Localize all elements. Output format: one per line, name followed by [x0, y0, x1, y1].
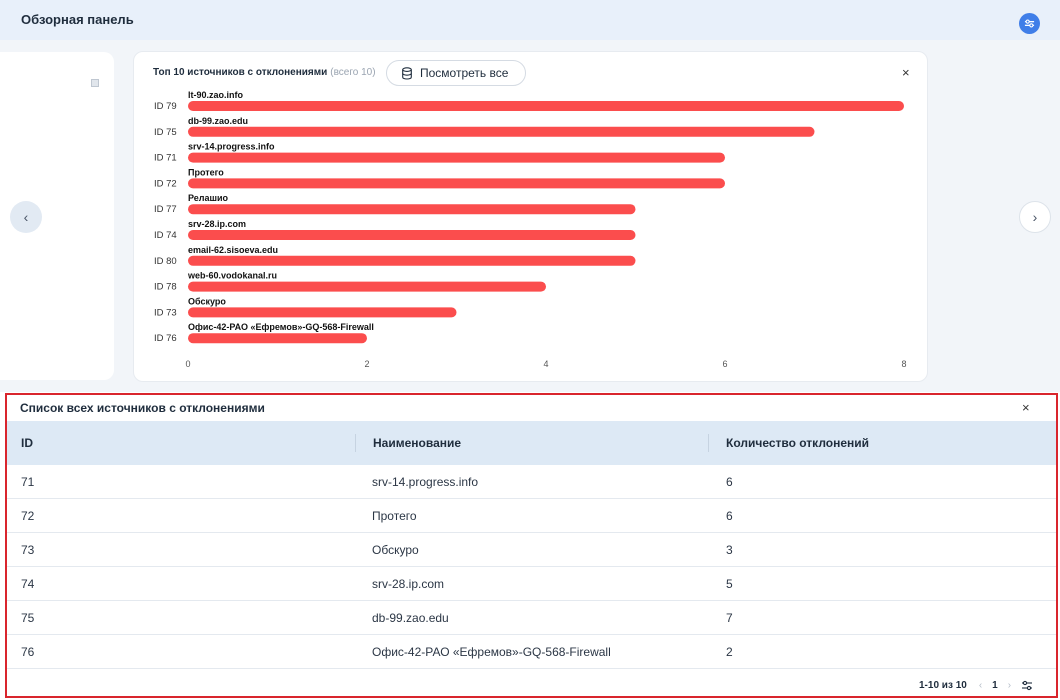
cell-name: srv-28.ip.com — [372, 576, 445, 591]
cell-name: Офис-42-РАО «Ефремов»-GQ-568-Firewall — [372, 644, 611, 659]
category-label: ID 75 — [154, 127, 177, 138]
cell-name: srv-14.progress.info — [372, 474, 479, 489]
category-label: ID 77 — [154, 204, 177, 215]
bar-label: Протего — [188, 167, 224, 177]
cell-count: 2 — [726, 644, 733, 659]
x-tick-label: 4 — [543, 359, 548, 369]
bar — [188, 101, 904, 111]
table-row[interactable]: 74 srv-28.ip.com 5 — [7, 567, 1056, 601]
bar-label: Релашио — [188, 193, 229, 203]
sliders-icon — [1024, 19, 1035, 28]
table-row[interactable]: 73 Обскуро 3 — [7, 533, 1056, 567]
cell-name: db-99.zao.edu — [372, 610, 449, 625]
top-sources-chart-card: ID 79 lt-90.zao.info ID 75 db-99.zao.edu ID … — [133, 51, 928, 382]
bar-label: web-60.vodokanal.ru — [187, 271, 277, 281]
bar-label: lt-90.zao.info — [188, 90, 244, 100]
cell-id: 75 — [21, 610, 35, 625]
column-header-id[interactable]: ID — [21, 436, 33, 450]
category-label: ID 72 — [154, 178, 177, 189]
sliders-icon — [1022, 680, 1033, 690]
deviation-sources-list-panel: Список всех источников с отклонениями × … — [5, 393, 1058, 698]
list-close-button[interactable]: × — [1022, 400, 1030, 415]
category-label: ID 79 — [154, 101, 177, 112]
bar — [188, 230, 636, 240]
chevron-right-icon: › — [1032, 209, 1038, 225]
pagination-next-button[interactable]: › — [1007, 679, 1012, 691]
cell-id: 74 — [21, 576, 35, 591]
bar-label: srv-14.progress.info — [188, 142, 275, 152]
bar — [188, 178, 725, 189]
x-tick-label: 8 — [901, 359, 906, 369]
pagination-prev-button[interactable]: ‹ — [978, 679, 983, 691]
category-label: ID 74 — [154, 230, 177, 241]
cell-name: Обскуро — [372, 542, 419, 557]
bar — [188, 255, 636, 266]
bar — [188, 126, 815, 137]
table-settings-button[interactable] — [1021, 680, 1033, 691]
cell-id: 71 — [21, 474, 35, 489]
cell-id: 72 — [21, 508, 35, 523]
bar — [188, 307, 457, 318]
database-icon — [401, 66, 413, 80]
carousel-prev-button[interactable]: ‹ — [10, 201, 42, 233]
cell-count: 5 — [726, 576, 733, 591]
bar — [188, 333, 367, 344]
view-all-label: Посмотреть все — [420, 66, 509, 80]
top-bar: Обзорная панель — [0, 0, 1060, 40]
widget-placeholder-icon — [91, 79, 99, 87]
bar — [188, 204, 636, 215]
widget-carousel: ‹ › ID 79 lt-90.zao.info ID 75 db-99.zao.ed… — [0, 40, 1060, 392]
x-tick-label: 6 — [722, 359, 727, 369]
chart-title: Топ 10 источников с отклонениями — [153, 67, 328, 78]
bar-label: email-62.sisoeva.edu — [188, 245, 278, 255]
category-label: ID 78 — [154, 282, 177, 293]
carousel-next-button[interactable]: › — [1019, 201, 1051, 233]
table-row[interactable]: 76 Офис-42-РАО «Ефремов»-GQ-568-Firewall… — [7, 635, 1056, 669]
table-row[interactable]: 72 Протего 6 — [7, 499, 1056, 533]
table-row[interactable]: 71 srv-14.progress.info 6 — [7, 465, 1056, 499]
pagination-page-number[interactable]: 1 — [992, 679, 998, 691]
sources-table: ID Наименование Количество отклонений 71… — [7, 421, 1056, 669]
bar-label: db-99.zao.edu — [188, 116, 248, 126]
cell-count: 6 — [726, 508, 733, 523]
dashboard-settings-button[interactable] — [1019, 13, 1040, 34]
table-header: ID Наименование Количество отклонений — [7, 421, 1056, 465]
bar — [188, 152, 725, 163]
cell-count: 3 — [726, 542, 733, 557]
chart-total-count: (всего 10) — [330, 67, 376, 78]
chevron-left-icon: ‹ — [23, 209, 29, 225]
pagination-range: 1-10 из 10 — [919, 679, 967, 691]
cell-id: 73 — [21, 542, 35, 557]
category-label: ID 76 — [154, 333, 177, 344]
page-title: Обзорная панель — [21, 12, 134, 27]
bar-label: Обскуро — [188, 296, 226, 306]
chart-card-title: Топ 10 источников с отклонениями (всего 1… — [153, 67, 376, 78]
cell-count: 7 — [726, 610, 733, 625]
x-tick-label: 2 — [364, 359, 369, 369]
cell-id: 76 — [21, 644, 35, 659]
pagination: 1-10 из 10 ‹ 1 › — [887, 676, 1047, 694]
x-tick-label: 0 — [185, 359, 190, 369]
column-header-count[interactable]: Количество отклонений — [708, 421, 1056, 465]
bar — [188, 281, 546, 292]
cell-name: Протего — [372, 508, 417, 523]
bar-label: Офис-42-РАО «Ефремов»-GQ-568-Firewall — [188, 322, 374, 332]
category-label: ID 80 — [154, 256, 177, 267]
chart-close-button[interactable]: × — [902, 65, 910, 80]
view-all-button[interactable]: Посмотреть все — [386, 60, 526, 86]
column-header-name[interactable]: Наименование — [355, 421, 708, 465]
cell-count: 6 — [726, 474, 733, 489]
table-row[interactable]: 75 db-99.zao.edu 7 — [7, 601, 1056, 635]
category-label: ID 71 — [154, 153, 177, 164]
category-label: ID 73 — [154, 307, 177, 318]
bar-label: srv-28.ip.com — [188, 219, 246, 229]
list-panel-title: Список всех источников с отклонениями — [20, 401, 265, 415]
top-sources-bar-chart: ID 79 lt-90.zao.info ID 75 db-99.zao.edu ID … — [154, 90, 907, 369]
